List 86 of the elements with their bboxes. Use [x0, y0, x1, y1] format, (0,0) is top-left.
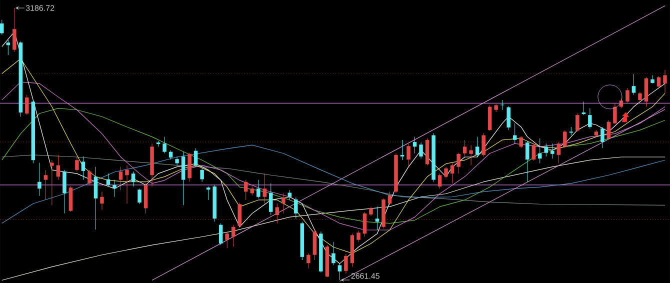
candlestick	[0, 20, 4, 36]
candlestick	[332, 242, 336, 266]
candlestick	[288, 190, 292, 200]
candlestick	[50, 160, 54, 206]
candlestick	[256, 180, 260, 199]
candlestick	[238, 202, 242, 228]
candlestick	[512, 123, 517, 144]
candlestick	[588, 108, 592, 129]
candlestick	[68, 186, 73, 212]
candlestick	[44, 170, 48, 200]
candlestick	[626, 88, 630, 103]
candlestick	[218, 223, 223, 246]
candlestick	[406, 144, 410, 168]
candlestick	[206, 186, 210, 200]
candlestick	[356, 230, 360, 242]
candlestick	[538, 138, 542, 164]
candlestick	[125, 165, 129, 204]
candlestick	[576, 113, 580, 132]
candlestick	[225, 231, 229, 248]
candlestick	[412, 136, 417, 154]
candlestick	[312, 230, 317, 260]
candlestick	[519, 136, 523, 148]
candlestick	[462, 140, 467, 157]
candlestick	[306, 253, 310, 269]
annotation: 3186.72	[26, 5, 54, 11]
candlestick	[362, 212, 367, 237]
candlestick	[75, 156, 79, 172]
candlestick	[56, 154, 60, 180]
candlestick	[369, 206, 373, 216]
candlestick	[294, 197, 298, 219]
candlestick	[38, 162, 42, 196]
annotation: 2661.45	[351, 273, 380, 279]
candlestick	[444, 166, 448, 178]
candlestick	[94, 166, 98, 230]
candlestick	[419, 142, 423, 159]
candlestick	[488, 104, 492, 131]
candlestick	[25, 94, 29, 116]
candlestick	[275, 203, 280, 224]
candlestick	[663, 70, 667, 94]
candlestick	[506, 106, 510, 130]
candlestick	[244, 180, 248, 200]
candlestick	[200, 168, 204, 182]
candlestick	[262, 173, 267, 204]
candlestick	[112, 180, 116, 198]
candlestick	[269, 183, 273, 216]
candlestick	[131, 171, 136, 187]
candlestick	[100, 191, 104, 210]
candlestick	[563, 130, 567, 148]
candlestick	[144, 183, 148, 214]
candlestick	[388, 191, 392, 206]
candlestick	[638, 92, 642, 102]
candlestick	[544, 143, 548, 157]
candlestick	[582, 101, 586, 116]
candlestick	[469, 144, 473, 166]
candlestick	[282, 192, 286, 214]
candlestick	[482, 132, 486, 157]
candlestick	[62, 170, 66, 214]
candlestick	[168, 150, 173, 160]
candlestick	[556, 142, 561, 164]
candlestick	[81, 156, 86, 180]
candlestick	[475, 136, 480, 157]
candlestick	[6, 40, 10, 56]
candlestick	[138, 188, 142, 204]
candlestick	[644, 77, 648, 108]
candlestick	[450, 162, 454, 184]
candlestick	[106, 173, 110, 187]
candlestick	[650, 74, 654, 84]
candlestick	[600, 126, 604, 148]
candlestick	[456, 152, 460, 174]
candlestick	[162, 136, 166, 154]
candlestick	[606, 120, 611, 140]
candlestick	[181, 152, 186, 206]
candlestick	[550, 143, 554, 159]
candlestick	[400, 140, 404, 160]
candlestick	[656, 76, 661, 88]
candlestick	[231, 224, 236, 247]
candlestick	[175, 156, 179, 166]
candlestick	[525, 141, 530, 182]
candlestick	[532, 143, 536, 161]
candlestick	[194, 148, 198, 168]
candlestick	[632, 74, 636, 96]
candlestick	[344, 254, 348, 274]
candlestick	[118, 166, 123, 190]
candlestick	[438, 173, 442, 189]
candlestick	[613, 102, 617, 124]
candlestick	[88, 170, 92, 186]
